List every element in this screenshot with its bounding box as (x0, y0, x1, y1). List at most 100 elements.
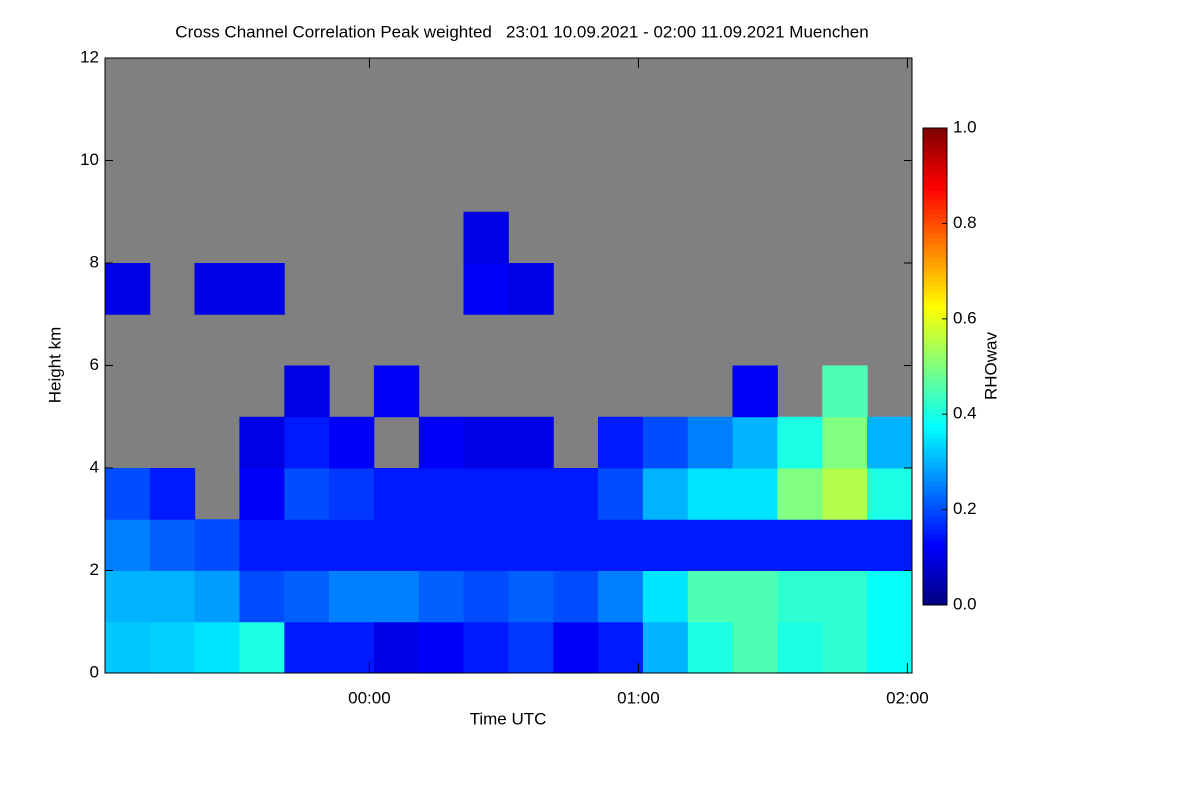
heatmap-cell (373, 519, 420, 571)
heatmap-cell (373, 621, 420, 674)
heatmap-cell (373, 468, 420, 520)
colorbar-swatch (923, 509, 947, 515)
y-axis-label: Height km (45, 327, 64, 404)
colorbar-swatch (923, 433, 947, 439)
heatmap-cell (463, 519, 509, 571)
colorbar-swatch (923, 261, 947, 267)
heatmap-cell (687, 570, 734, 623)
heatmap-cell (866, 468, 913, 520)
colorbar-swatch (923, 213, 947, 220)
colorbar-swatch (923, 190, 947, 196)
heatmap-cell (194, 263, 240, 315)
heatmap-cell (418, 570, 465, 623)
x-tick-label: 02:00 (886, 688, 929, 707)
colorbar-swatch (923, 328, 947, 334)
heatmap-cell (732, 365, 778, 418)
colorbar-swatch (923, 237, 947, 243)
colorbar-swatch (923, 485, 947, 492)
colorbar-swatch (923, 204, 947, 210)
heatmap-cell (642, 468, 689, 520)
chart-title: Cross Channel Correlation Peak weighted … (175, 22, 868, 41)
heatmap-cell (777, 468, 823, 520)
heatmap-cell (239, 570, 285, 623)
colorbar-swatch (923, 128, 947, 134)
colorbar-swatch (923, 337, 947, 344)
colorbar-swatch (923, 275, 947, 282)
heatmap-cell (239, 263, 285, 315)
heatmap-cell (463, 211, 509, 264)
colorbar-swatch (923, 581, 947, 587)
colorbar-swatch (923, 280, 947, 286)
heatmap-cell (822, 416, 868, 469)
colorbar-swatch (923, 404, 947, 410)
colorbar-swatch (923, 490, 947, 496)
heatmap-cell (328, 570, 375, 623)
colorbar-swatch (923, 366, 947, 372)
heatmap-cell (866, 570, 913, 623)
colorbar-swatch (923, 347, 947, 353)
heatmap-cell (104, 263, 151, 315)
colorbar-swatch (923, 271, 947, 277)
heatmap-cell (239, 621, 285, 674)
heatmap-cell (463, 263, 509, 315)
heatmap-cell (284, 621, 330, 674)
colorbar-swatch (923, 442, 947, 449)
colorbar-swatch (923, 566, 947, 573)
heatmap-cell (866, 621, 913, 674)
colorbar-swatch (923, 180, 947, 186)
colorbar-swatch (923, 504, 947, 511)
colorbar-tick-label: 0.2 (953, 499, 977, 518)
heatmap-cell (328, 621, 375, 674)
colorbar-swatch (923, 309, 947, 315)
colorbar-swatch (923, 361, 947, 367)
colorbar-swatch (923, 428, 947, 434)
heatmap-cell (239, 468, 285, 520)
y-tick-label: 6 (90, 355, 99, 374)
y-tick-label: 12 (80, 47, 99, 66)
colorbar-swatch (923, 423, 947, 430)
colorbar-swatch (923, 294, 947, 301)
heatmap-cell (463, 468, 509, 520)
heatmap-cell (328, 519, 375, 571)
heatmap-cell (687, 621, 734, 674)
heatmap-cell (418, 621, 465, 674)
colorbar-swatch (923, 447, 947, 453)
heatmap-cell (597, 570, 644, 623)
colorbar-swatch (923, 290, 947, 296)
colorbar-swatch (923, 175, 947, 181)
heatmap-cell (553, 570, 599, 623)
colorbar-swatch (923, 247, 947, 253)
colorbar-tick-label: 0.4 (953, 404, 977, 423)
heatmap-cell (822, 468, 868, 520)
colorbar-swatch (923, 519, 947, 525)
y-tick-label: 0 (90, 662, 99, 681)
heatmap-cell (732, 519, 778, 571)
colorbar-swatch (923, 299, 947, 305)
colorbar-swatch (923, 185, 947, 191)
heatmap-cell (284, 416, 330, 469)
heatmap-cell (104, 570, 151, 623)
heatmap-cell (553, 468, 599, 520)
heatmap-cell (284, 365, 330, 418)
colorbar-swatch (923, 342, 947, 348)
y-tick-label: 8 (90, 252, 99, 271)
colorbar-swatch (923, 476, 947, 482)
heatmap-cell (822, 621, 868, 674)
heatmap-cell (463, 621, 509, 674)
colorbar-swatch (923, 395, 947, 401)
heatmap-cell (642, 570, 689, 623)
heatmap-cell (553, 519, 599, 571)
colorbar-swatch (923, 314, 947, 320)
colorbar-swatch (923, 533, 947, 539)
colorbar-swatch (923, 252, 947, 258)
x-tick-label: 00:00 (348, 688, 391, 707)
colorbar-swatch (923, 500, 947, 506)
colorbar-swatch (923, 371, 947, 377)
colorbar-swatch (923, 471, 947, 477)
heatmap-cell (777, 621, 823, 674)
heatmap-cell (328, 416, 375, 469)
heatmap-cell (508, 468, 554, 520)
colorbar-swatch (923, 232, 947, 239)
heatmap-cell (104, 468, 151, 520)
